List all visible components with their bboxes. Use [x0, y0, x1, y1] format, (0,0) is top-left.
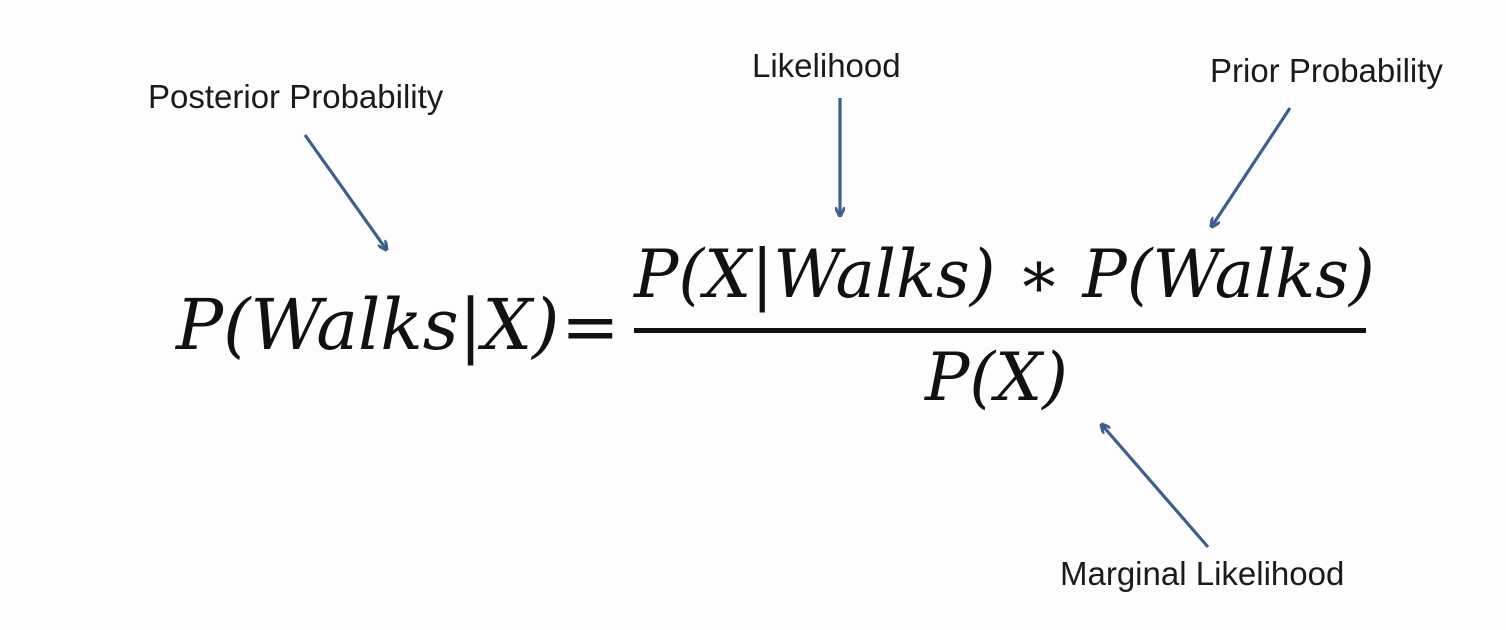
marginal-arrow — [1102, 425, 1210, 549]
likelihood-label: Likelihood — [752, 47, 901, 84]
posterior-arrow — [303, 134, 386, 249]
denominator-expression: P(X) — [925, 339, 1068, 416]
numerator-expression: P(X|Walks) ∗ P(Walks) — [634, 236, 1375, 313]
fraction-bar — [634, 328, 1366, 333]
prior-arrow — [1212, 107, 1292, 226]
prior-probability-label: Prior Probability — [1210, 52, 1443, 89]
marginal-likelihood-label: Marginal Likelihood — [1060, 555, 1345, 592]
posterior-probability-label: Posterior Probability — [148, 78, 444, 115]
equals-sign: = — [561, 286, 620, 368]
posterior-expression: P(Walks|X) — [176, 284, 560, 366]
